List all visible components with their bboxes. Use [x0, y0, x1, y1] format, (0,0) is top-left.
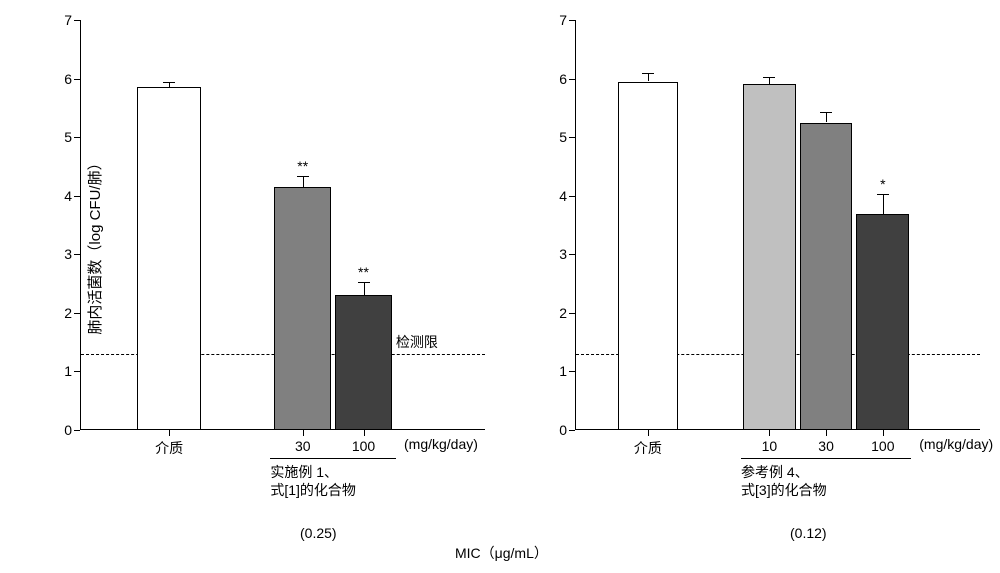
x-tick: [364, 430, 365, 436]
x-tick: [303, 430, 304, 436]
y-tick: [569, 196, 575, 197]
error-bar: [883, 194, 884, 215]
y-tick-label: 3: [547, 246, 567, 262]
error-cap: [820, 112, 832, 113]
x-category-label: 30: [295, 438, 311, 454]
y-tick: [74, 430, 80, 431]
bar-30: [800, 123, 853, 431]
y-tick-label: 5: [547, 129, 567, 145]
y-tick-label: 7: [547, 12, 567, 28]
significance-marker: **: [297, 158, 308, 174]
bar-介质: [618, 82, 679, 431]
chart-panels: 肺内活菌数（log CFU/肺） 01234567检测限****介质30100(…: [10, 10, 990, 480]
bar-30: [274, 187, 331, 430]
y-tick: [74, 371, 80, 372]
y-tick: [569, 20, 575, 21]
error-cap: [163, 82, 175, 83]
y-axis: [80, 20, 81, 430]
y-tick-label: 2: [547, 305, 567, 321]
x-category-label: 介质: [155, 438, 183, 458]
y-tick-label: 1: [547, 363, 567, 379]
y-tick: [74, 254, 80, 255]
x-tick: [769, 430, 770, 436]
y-tick-label: 6: [547, 71, 567, 87]
dose-unit-label: (mg/kg/day): [404, 436, 478, 452]
x-category-label: 10: [762, 438, 778, 454]
error-bar: [769, 77, 770, 84]
error-bar: [364, 282, 365, 295]
mic-value-right: (0.12): [790, 525, 827, 541]
y-tick: [569, 313, 575, 314]
mic-row: (0.25) MIC（μg/mL） (0.12): [0, 525, 1000, 565]
dose-unit-label: (mg/kg/day): [919, 436, 993, 452]
y-tick-label: 6: [52, 71, 72, 87]
significance-marker: *: [880, 176, 885, 192]
y-tick: [569, 79, 575, 80]
group-label: 参考例 4、: [741, 462, 809, 482]
y-tick: [74, 313, 80, 314]
y-tick-label: 0: [547, 422, 567, 438]
error-cap: [358, 282, 370, 283]
x-tick: [883, 430, 884, 436]
x-category-label: 介质: [634, 438, 662, 458]
y-tick: [74, 196, 80, 197]
group-label: 实施例 1、: [270, 462, 338, 482]
group-label: 式[3]的化合物: [741, 480, 827, 500]
x-tick: [648, 430, 649, 436]
panel-right: 01234567*介质1030100(mg/kg/day)参考例 4、式[3]的…: [505, 10, 990, 480]
y-tick-label: 2: [52, 305, 72, 321]
y-tick-label: 3: [52, 246, 72, 262]
x-category-label: 100: [871, 438, 894, 454]
plot-left: 01234567检测限****介质30100(mg/kg/day)实施例 1、式…: [80, 20, 485, 430]
y-tick: [74, 137, 80, 138]
group-label: 式[1]的化合物: [270, 480, 356, 500]
y-tick: [569, 137, 575, 138]
error-bar: [303, 176, 304, 187]
x-category-label: 100: [352, 438, 375, 454]
bar-10: [743, 84, 796, 430]
error-cap: [877, 194, 889, 195]
x-tick: [826, 430, 827, 436]
y-tick: [569, 371, 575, 372]
plot-right: 01234567*介质1030100(mg/kg/day)参考例 4、式[3]的…: [575, 20, 980, 430]
error-cap: [297, 176, 309, 177]
y-tick-label: 7: [52, 12, 72, 28]
error-cap: [763, 77, 775, 78]
mic-value-left: (0.25): [300, 525, 337, 541]
significance-marker: **: [358, 264, 369, 280]
detection-limit-label: 检测限: [396, 332, 438, 352]
bar-100: [856, 214, 909, 430]
group-underline: [270, 458, 396, 459]
error-bar: [648, 73, 649, 82]
y-tick: [569, 254, 575, 255]
y-tick: [569, 430, 575, 431]
error-bar: [826, 112, 827, 123]
bar-100: [335, 295, 392, 430]
y-tick-label: 4: [547, 188, 567, 204]
y-tick-label: 0: [52, 422, 72, 438]
x-tick: [169, 430, 170, 436]
bar-介质: [137, 87, 202, 430]
y-axis: [575, 20, 576, 430]
group-underline: [741, 458, 911, 459]
y-tick-label: 5: [52, 129, 72, 145]
x-category-label: 30: [818, 438, 834, 454]
y-tick-label: 4: [52, 188, 72, 204]
y-tick: [74, 79, 80, 80]
mic-axis-label: MIC（μg/mL）: [455, 543, 548, 563]
y-tick-label: 1: [52, 363, 72, 379]
panel-left: 肺内活菌数（log CFU/肺） 01234567检测限****介质30100(…: [10, 10, 495, 480]
error-cap: [642, 73, 654, 74]
y-tick: [74, 20, 80, 21]
